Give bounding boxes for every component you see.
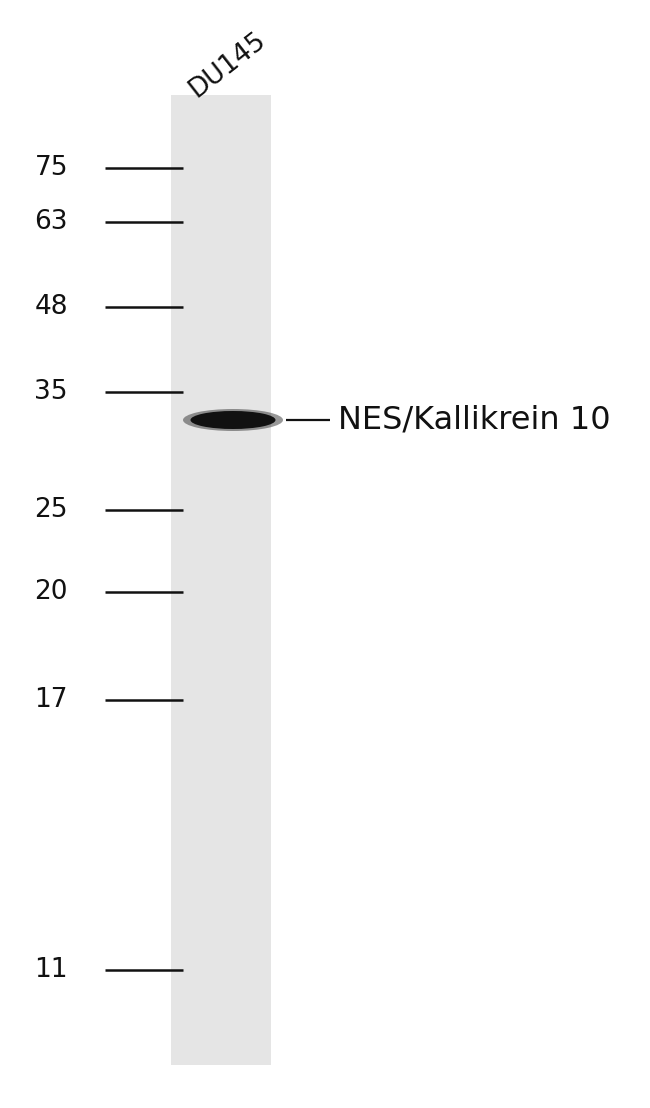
Text: 75: 75 [34, 155, 68, 181]
Text: 11: 11 [34, 957, 68, 983]
Bar [171, 95, 272, 1065]
Text: 25: 25 [34, 497, 68, 523]
Text: 20: 20 [34, 579, 68, 605]
Text: NES/Kallikrein 10: NES/Kallikrein 10 [338, 404, 610, 435]
Text: DU145: DU145 [184, 27, 270, 103]
Ellipse shape [190, 411, 276, 429]
Text: 48: 48 [34, 294, 68, 320]
Text: 63: 63 [34, 209, 68, 235]
Text: 17: 17 [34, 687, 68, 714]
Text: 35: 35 [34, 379, 68, 406]
Ellipse shape [183, 409, 283, 431]
